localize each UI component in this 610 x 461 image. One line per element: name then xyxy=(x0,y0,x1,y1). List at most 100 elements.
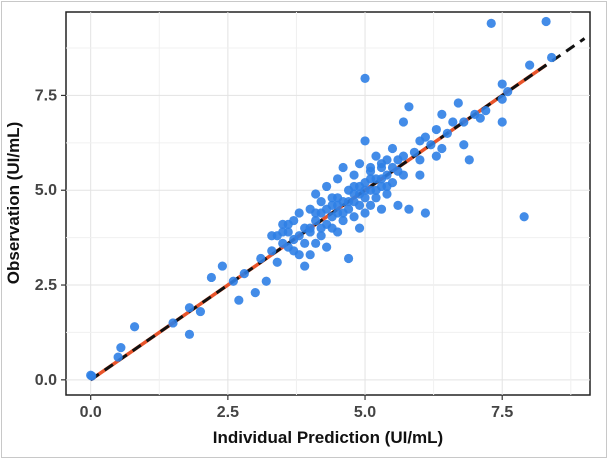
data-point xyxy=(322,181,332,192)
data-point xyxy=(371,185,381,195)
data-point xyxy=(541,16,551,27)
x-tick-label: 7.5 xyxy=(491,404,513,421)
data-point xyxy=(316,231,326,241)
data-point xyxy=(415,155,425,165)
data-point xyxy=(431,124,441,135)
data-point xyxy=(360,185,370,195)
x-tick-label: 5.0 xyxy=(354,404,376,421)
data-point xyxy=(393,155,403,165)
data-point xyxy=(398,117,409,127)
data-point xyxy=(234,295,244,305)
data-point xyxy=(365,174,376,184)
data-point xyxy=(420,132,430,142)
data-point xyxy=(272,257,282,267)
x-tick-label: 0.0 xyxy=(80,404,102,421)
data-point xyxy=(333,174,343,184)
x-tick-label: 2.5 xyxy=(217,404,239,421)
data-point xyxy=(382,189,392,199)
data-point xyxy=(525,60,535,70)
data-point xyxy=(311,215,321,226)
data-point xyxy=(206,272,217,283)
y-tick-label: 2.5 xyxy=(35,277,57,294)
data-points xyxy=(86,16,557,381)
data-point xyxy=(481,105,491,116)
data-point xyxy=(387,143,398,154)
gridlines xyxy=(66,12,590,395)
data-point xyxy=(87,371,97,381)
data-point xyxy=(431,151,441,161)
data-point xyxy=(316,223,326,233)
data-point xyxy=(409,147,420,157)
data-point xyxy=(349,170,359,180)
data-point xyxy=(267,246,277,256)
data-point xyxy=(503,87,513,97)
data-point xyxy=(300,238,310,248)
data-point xyxy=(338,162,348,173)
data-point xyxy=(393,200,403,210)
data-point xyxy=(327,193,337,203)
data-point xyxy=(305,223,315,233)
data-point xyxy=(459,117,469,127)
data-point xyxy=(404,102,414,112)
data-point xyxy=(294,250,304,260)
data-point xyxy=(486,18,496,28)
data-point xyxy=(113,352,123,362)
data-point xyxy=(360,73,370,83)
data-point xyxy=(338,215,348,226)
data-point xyxy=(475,113,485,123)
data-point xyxy=(365,162,376,173)
data-point xyxy=(453,98,463,108)
data-point xyxy=(311,208,321,218)
data-point xyxy=(256,253,266,264)
data-point xyxy=(497,79,507,89)
y-axis-title: Observation (UI/mL) xyxy=(4,122,23,284)
data-point xyxy=(343,253,354,264)
data-point xyxy=(437,109,447,119)
data-point xyxy=(333,227,343,237)
data-point xyxy=(404,204,414,214)
data-point xyxy=(305,250,315,260)
data-point xyxy=(546,52,557,63)
data-point xyxy=(371,193,381,203)
data-point xyxy=(316,197,326,207)
data-point xyxy=(442,128,452,138)
data-point xyxy=(228,276,238,286)
data-point xyxy=(250,288,260,298)
data-point xyxy=(398,170,409,180)
data-point xyxy=(217,261,227,271)
data-point xyxy=(349,212,359,222)
data-point xyxy=(283,219,293,229)
data-point xyxy=(360,136,370,146)
x-axis-title: Individual Prediction (UI/mL) xyxy=(213,428,443,447)
data-point xyxy=(294,208,304,218)
x-axis-ticks: 0.0 2.5 5.0 7.5 xyxy=(80,395,513,421)
data-point xyxy=(289,234,299,245)
data-point xyxy=(382,181,392,192)
data-point xyxy=(371,151,381,161)
data-point xyxy=(278,227,288,237)
data-point xyxy=(354,223,365,233)
data-point xyxy=(311,189,321,199)
data-point xyxy=(365,200,376,210)
data-point xyxy=(349,181,359,192)
data-point xyxy=(261,276,271,286)
y-tick-label: 5.0 xyxy=(35,182,57,199)
data-point xyxy=(448,117,458,127)
data-point xyxy=(116,342,126,353)
data-point xyxy=(420,208,430,218)
data-point xyxy=(300,261,310,271)
y-tick-label: 7.5 xyxy=(35,87,57,104)
data-point xyxy=(239,269,249,279)
data-point xyxy=(464,155,474,165)
data-point xyxy=(311,238,321,248)
data-point xyxy=(376,159,387,169)
data-point xyxy=(267,231,277,241)
data-point xyxy=(349,197,359,207)
data-point xyxy=(322,242,332,252)
data-point xyxy=(415,170,425,180)
data-point xyxy=(360,208,370,218)
data-point xyxy=(129,322,140,332)
data-point xyxy=(322,204,332,214)
data-point xyxy=(168,318,178,328)
